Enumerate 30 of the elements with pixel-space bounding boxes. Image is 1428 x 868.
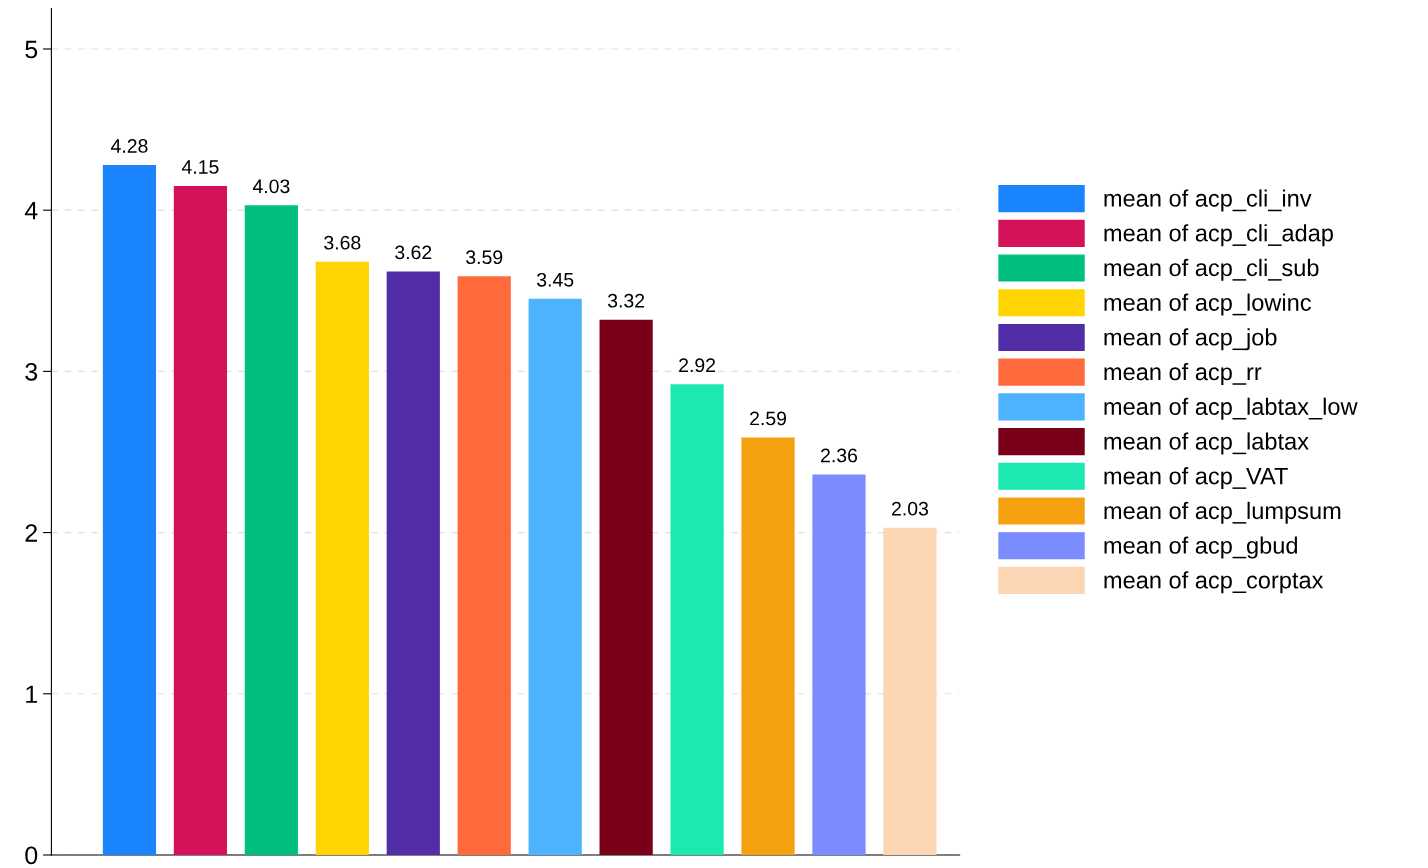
data-label: 3.32 (607, 293, 645, 308)
data-label: 3.45 (537, 272, 574, 287)
legend-label: mean of acp_corptax (1104, 571, 1324, 594)
legend-label: mean of acp_cli_inv (1104, 189, 1312, 212)
data-label: 4.28 (110, 139, 148, 153)
data-label: 3.62 (395, 245, 432, 260)
legend-label: mean of acp_VAT (1104, 467, 1288, 490)
data-label: 2.36 (821, 448, 858, 463)
legend-label: mean of acp_lumpsum (1104, 501, 1341, 524)
y-tick-label: 4 (24, 202, 38, 220)
legend-label: mean of acp_cli_sub (1104, 258, 1319, 281)
y-tick-label: 0 (25, 846, 38, 865)
legend-label: mean of acp_cli_adap (1104, 224, 1333, 247)
legend-label: mean of acp_labtax_low (1104, 397, 1358, 420)
y-tick-label: 3 (25, 362, 38, 381)
data-label: 3.68 (324, 235, 361, 250)
legend-label: mean of acp_labtax (1104, 432, 1309, 455)
data-label: 2.92 (679, 358, 716, 373)
data-label: 4.15 (181, 160, 219, 174)
y-tick-label: 2 (25, 524, 37, 542)
data-label: 4.03 (252, 179, 290, 194)
legend-label: mean of acp_gbud (1104, 536, 1297, 559)
y-tick-label: 5 (25, 40, 38, 59)
data-label: 2.03 (892, 501, 929, 516)
legend-label: mean of acp_job (1104, 328, 1277, 351)
data-label: 3.59 (466, 250, 503, 265)
legend-label: mean of acp_rr (1104, 362, 1262, 385)
legend-label: mean of acp_lowinc (1104, 293, 1311, 316)
y-tick-label: 1 (26, 685, 37, 703)
data-label: 2.59 (750, 411, 787, 426)
